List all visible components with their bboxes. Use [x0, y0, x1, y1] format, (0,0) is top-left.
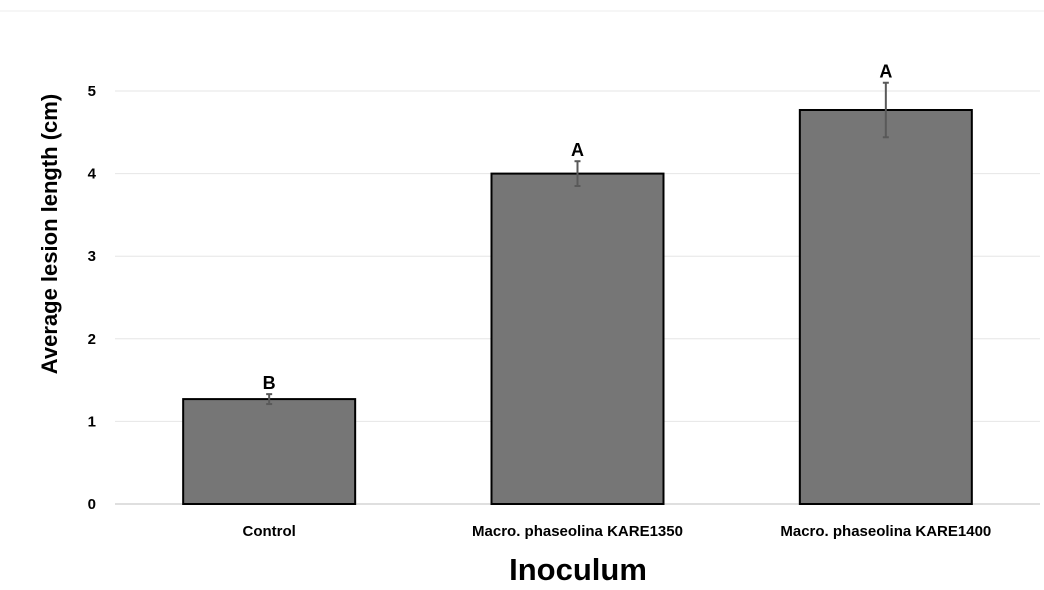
significance-label-2: A [879, 62, 892, 82]
y-tick-label-2: 2 [88, 331, 96, 348]
y-tick-labels: 0 1 2 3 4 5 [88, 83, 97, 513]
category-label-1: Macro. phaseolina KARE1350 [472, 523, 683, 540]
y-tick-label-5: 5 [88, 83, 96, 100]
significance-label-0: B [263, 373, 276, 393]
y-tick-label-3: 3 [88, 248, 96, 265]
y-tick-label-1: 1 [88, 413, 96, 430]
bar-1 [490, 172, 665, 505]
x-axis-title: Inoculum [509, 552, 647, 587]
significance-label-1: A [571, 140, 584, 160]
category-label-0: Control [243, 523, 296, 540]
category-labels: Control Macro. phaseolina KARE1350 Macro. … [243, 523, 992, 540]
bars [182, 108, 973, 506]
significance-labels: B A A [263, 62, 893, 393]
error-bars [266, 81, 889, 406]
bar-0 [182, 398, 357, 505]
y-tick-label-0: 0 [88, 496, 96, 513]
y-tick-label-4: 4 [88, 166, 97, 183]
bar-2 [798, 108, 973, 506]
y-axis-title: Average lesion length (cm) [37, 94, 62, 374]
category-label-2: Macro. phaseolina KARE1400 [780, 523, 991, 540]
